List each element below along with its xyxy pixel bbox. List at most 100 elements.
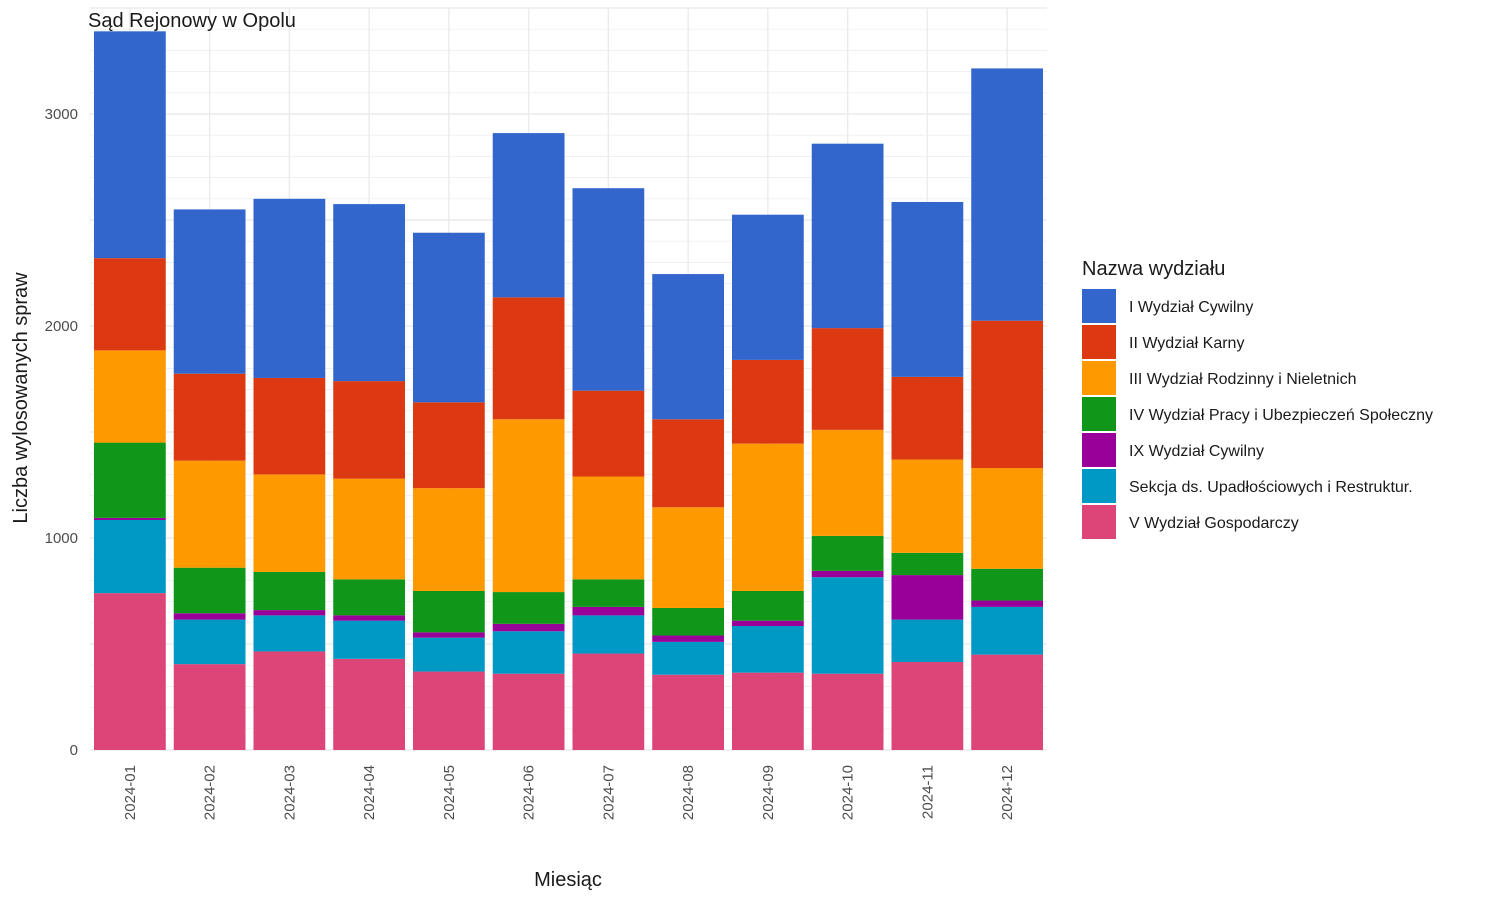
legend-swatch [1082,325,1116,359]
bar-segment [253,651,326,750]
bar-segment [891,662,964,750]
y-tick-label: 3000 [45,106,78,123]
bar-segment [572,653,645,750]
legend-title: Nazwa wydziału [1082,258,1225,280]
bar-segment [412,632,485,638]
bar-segment [971,468,1044,569]
bar-segment [731,625,804,673]
bar-segment [811,429,884,536]
bar-segment [173,209,246,374]
x-tick-label: 2024-06 [521,765,538,820]
bar-segment [891,459,964,553]
x-tick-label: 2024-01 [122,765,139,820]
x-axis-ticks: 2024-01 2024-02 2024-03 2024-04 2024-05 2024-… [122,765,1016,820]
x-tick-label: 2024-09 [760,765,777,820]
legend-label: IV Wydział Pracy i Ubezpieczeń Społeczny [1129,407,1433,424]
bar-segment [492,673,565,750]
bar-segment [93,517,166,520]
legend-swatch [1082,361,1116,395]
bar-segment [652,274,725,420]
bar-segment [572,579,645,607]
bar-segment [492,631,565,674]
bar-segment [412,402,485,489]
bar-segment [253,571,326,611]
bar-segment [811,570,884,578]
legend-label: IX Wydział Cywilny [1129,443,1264,460]
bar-segment [731,620,804,626]
bar-segment [492,419,565,593]
bars [93,31,1044,750]
bar-segment [412,232,485,403]
bar-segment [173,613,246,620]
bar-segment [93,350,166,443]
x-tick-label: 2024-02 [202,765,219,820]
x-tick-label: 2024-08 [680,765,697,820]
bar-segment [891,552,964,576]
y-axis-ticks: 0 1000 2000 3000 [45,106,78,759]
bar-segment [492,297,565,420]
bar-segment [412,637,485,672]
legend-label: V Wydział Gospodarczy [1129,515,1299,532]
x-axis-title: Miesiąc [534,869,602,891]
bar-segment [492,592,565,624]
x-tick-label: 2024-03 [281,765,298,820]
bar-segment [971,68,1044,321]
bar-segment [333,381,406,479]
bar-segment [572,476,645,580]
legend-swatch [1082,469,1116,503]
x-tick-label: 2024-05 [441,765,458,820]
bar-segment [253,377,326,475]
bar-segment [253,474,326,572]
bar-segment [891,619,964,663]
bar-segment [253,610,326,616]
bar-segment [572,390,645,477]
bar-segment [811,328,884,430]
bar-segment [652,674,725,750]
bar-segment [971,320,1044,469]
bar-segment [731,591,804,621]
legend-swatch [1082,397,1116,431]
legend-label: I Wydział Cywilny [1129,299,1253,316]
bar-segment [253,198,326,378]
legend: Nazwa wydziału I Wydział Cywilny II Wydzi… [1082,258,1433,539]
bar-segment [333,204,406,382]
bar-segment [492,133,565,298]
legend-swatch [1082,289,1116,323]
legend-label: III Wydział Rodzinny i Nieletnich [1129,371,1357,388]
bar-segment [971,654,1044,750]
x-tick-label: 2024-11 [919,765,936,819]
legend-swatch [1082,505,1116,539]
bar-segment [731,214,804,360]
bar-segment [173,567,246,614]
bar-segment [333,579,406,616]
bar-segment [173,619,246,665]
bar-segment [971,568,1044,601]
bar-segment [333,478,406,580]
x-tick-label: 2024-04 [361,765,378,820]
bar-segment [333,658,406,750]
x-tick-label: 2024-10 [840,765,857,820]
bar-segment [811,535,884,571]
bar-segment [731,359,804,444]
y-axis-title: Liczba wylosowanych spraw [10,272,32,524]
bar-segment [891,376,964,460]
chart-title: Sąd Rejonowy w Opolu [88,10,296,32]
bar-segment [652,419,725,508]
bar-segment [93,519,166,594]
bar-segment [811,577,884,674]
bar-segment [93,593,166,750]
bar-segment [652,607,725,636]
bar-segment [333,615,406,621]
bar-segment [93,31,166,259]
bar-segment [652,635,725,642]
bar-segment [412,671,485,750]
bar-segment [811,673,884,750]
bar-segment [731,443,804,591]
bar-segment [971,606,1044,655]
legend-label: II Wydział Karny [1129,335,1244,352]
bar-segment [93,258,166,351]
bar-segment [93,442,166,518]
bar-segment [173,373,246,461]
bar-segment [811,143,884,329]
